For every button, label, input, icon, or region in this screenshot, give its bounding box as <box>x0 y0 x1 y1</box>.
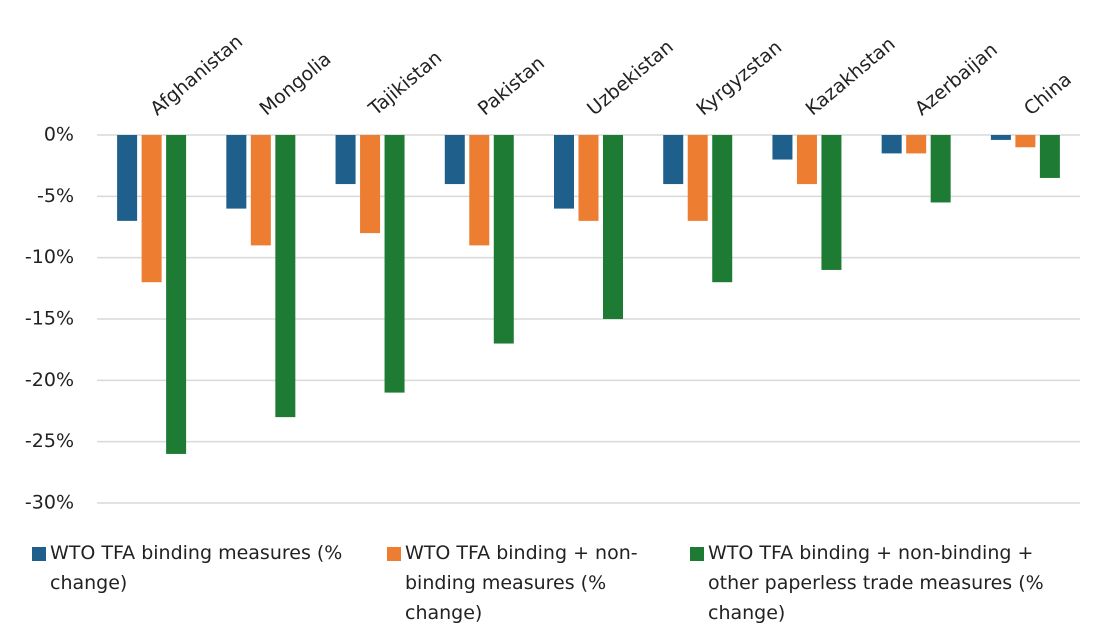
legend-label: WTO TFA binding + non-binding + other pa… <box>708 542 1044 624</box>
x-tick-label: China <box>1020 68 1076 120</box>
legend-label: WTO TFA binding measures (% change) <box>50 542 343 594</box>
bar <box>166 135 187 454</box>
x-tick-label: Kazakhstan <box>802 33 900 120</box>
bar <box>384 135 405 393</box>
bar <box>554 135 574 209</box>
bar <box>1015 135 1036 148</box>
bar <box>141 135 162 283</box>
legend-swatch <box>387 547 401 561</box>
x-tick-label: Mongolia <box>255 48 335 120</box>
bar <box>930 135 951 203</box>
y-tick-label: -20% <box>25 369 74 391</box>
y-tick-label: -15% <box>25 308 74 330</box>
y-tick-label: -25% <box>25 430 74 452</box>
y-tick-label: 0% <box>44 124 74 146</box>
bar <box>772 135 793 160</box>
bar <box>796 135 817 185</box>
bar <box>712 135 733 283</box>
y-tick-label: -30% <box>25 492 74 514</box>
bar <box>444 135 465 185</box>
legend-swatch <box>32 547 46 561</box>
bar <box>335 135 356 185</box>
bar <box>578 135 599 221</box>
x-tick-label: Kyrgyzstan <box>692 36 786 120</box>
x-tick-label: Azerbaijan <box>911 39 1002 120</box>
x-tick-label: Afghanistan <box>146 30 247 120</box>
y-tick-label: -10% <box>25 246 74 268</box>
bar <box>1039 135 1060 178</box>
bar <box>881 135 902 154</box>
bar <box>360 135 381 234</box>
bar <box>493 135 514 344</box>
x-tick-label: Pakistan <box>474 52 549 120</box>
bar <box>275 135 296 418</box>
y-tick-label: -5% <box>37 185 74 207</box>
legend-label: WTO TFA binding + non-binding measures (… <box>405 542 638 624</box>
legend-swatch <box>690 547 704 561</box>
bar <box>250 135 271 246</box>
x-tick-label: Tajikistan <box>364 47 446 121</box>
bar <box>663 135 684 185</box>
bar <box>906 135 927 154</box>
x-tick-label: Uzbekistan <box>583 36 678 120</box>
bar <box>687 135 708 221</box>
chart: 0% -5% -10% -15% -20% -25% -30% Afghanistan Mong… <box>25 30 1080 514</box>
bar <box>117 135 138 221</box>
bar <box>603 135 623 319</box>
bar <box>469 135 490 246</box>
bar <box>821 135 842 270</box>
bar <box>226 135 247 209</box>
bar <box>990 135 1011 140</box>
